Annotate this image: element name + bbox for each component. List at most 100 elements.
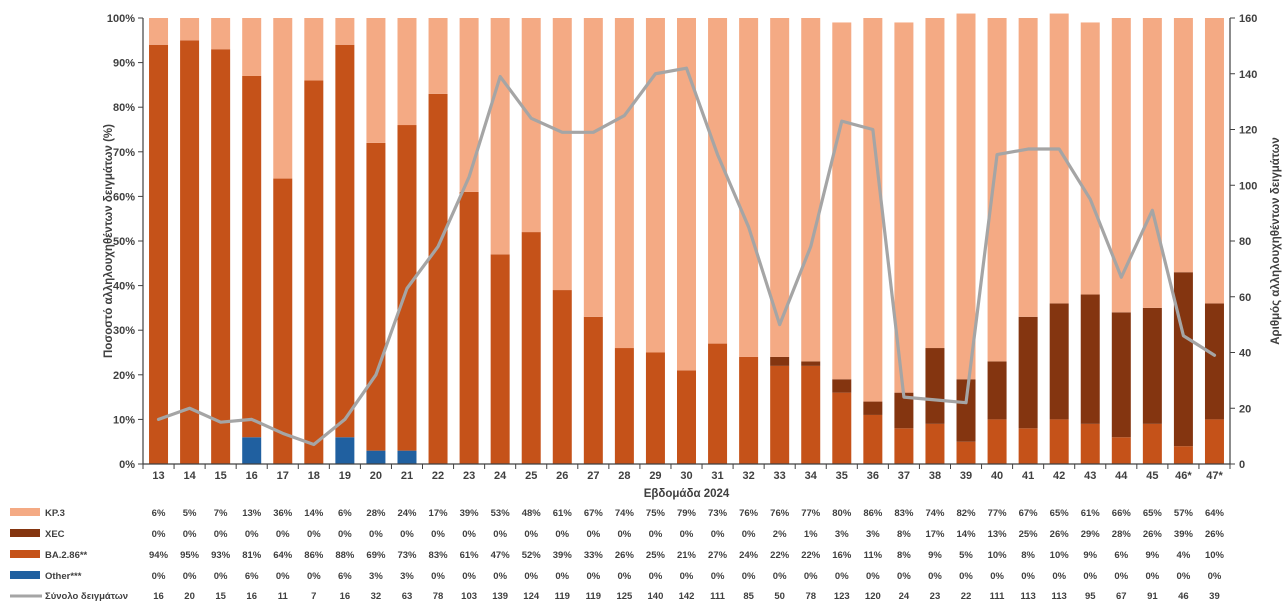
table-cell: 125 [616, 591, 633, 602]
x-tick-label: 30 [680, 470, 692, 482]
table-cell: 10% [1205, 550, 1225, 561]
table-cell: 119 [586, 591, 601, 602]
bar-ba286 [863, 414, 883, 464]
table-cell: 22 [961, 591, 972, 602]
table-cell: 74% [925, 508, 945, 519]
x-tick-label: 39 [960, 470, 972, 482]
bar-ba286 [490, 254, 510, 464]
bar-kp3 [832, 22, 852, 380]
bar-xec [832, 379, 852, 393]
x-tick-label: 32 [742, 470, 754, 482]
bar-xec [770, 356, 790, 366]
table-cell: 0% [369, 529, 383, 540]
table-cell: 32 [371, 591, 382, 602]
x-tick-label: 29 [649, 470, 661, 482]
table-cell: 0% [1208, 571, 1222, 582]
table-cell: 0% [307, 571, 321, 582]
table-cell: 0% [183, 571, 197, 582]
bar-ba286 [1142, 423, 1162, 464]
bar-ba286 [1204, 419, 1224, 464]
table-cell: 0% [742, 529, 756, 540]
table-cell: 5% [959, 550, 973, 561]
bar-ba286 [304, 80, 324, 464]
table-cell: 0% [897, 571, 911, 582]
table-cell: 27% [708, 550, 728, 561]
bar-ba286 [552, 290, 572, 464]
table-cell: 17% [429, 508, 449, 519]
table-cell: 6% [152, 508, 166, 519]
bar-ba286 [770, 365, 790, 464]
y2-axis-ticks: 0 20 40 60 80 100 120 140 160 [1230, 13, 1257, 471]
bar-kp3 [552, 18, 572, 291]
table-cell: 0% [1052, 571, 1066, 582]
bar-ba286 [987, 419, 1007, 464]
bar-kp3 [1173, 18, 1193, 273]
table-cell: 13% [988, 529, 1008, 540]
table-cell: 39% [1174, 529, 1194, 540]
bar-kp3 [180, 18, 200, 41]
x-tick-label: 46* [1175, 470, 1192, 482]
table-cell: 9% [1145, 550, 1159, 561]
table-cell: 0% [649, 571, 663, 582]
table-cell: 95 [1085, 591, 1096, 602]
x-tick-label: 19 [339, 470, 351, 482]
y-axis-ticks: 0% 10% 20% 30% 40% 50% 60% 70% 80% 90% 100% [107, 13, 143, 471]
table-cell: 0% [773, 571, 787, 582]
table-cell: 0% [928, 571, 942, 582]
table-cell: 16% [832, 550, 852, 561]
bar-other [242, 437, 262, 464]
table-cell: 0% [742, 571, 756, 582]
table-cell: 24 [899, 591, 910, 602]
table-cell: 7% [214, 508, 228, 519]
table-cell: 16 [153, 591, 164, 602]
table-cell: 65% [1143, 508, 1163, 519]
table-cell: 1% [804, 529, 818, 540]
table-cell: 8% [1021, 550, 1035, 561]
bar-ba286 [366, 142, 386, 451]
table-cell: 0% [618, 529, 632, 540]
table-cell: 67 [1116, 591, 1127, 602]
bar-ba286 [708, 343, 728, 464]
y-tick-label: 20% [113, 370, 135, 382]
table-cell: 67% [1019, 508, 1039, 519]
table-cell: 0% [1145, 571, 1159, 582]
table-cell: 83% [894, 508, 914, 519]
y-tick-label: 40% [113, 281, 135, 293]
y-tick-label: 30% [113, 325, 135, 337]
table-cell: 61% [1081, 508, 1101, 519]
y2-tick-label: 40 [1239, 348, 1251, 360]
table-cell: 0% [524, 571, 538, 582]
table-cell: 33% [584, 550, 604, 561]
x-tick-label: 22 [432, 470, 444, 482]
x-tick-label: 28 [618, 470, 630, 482]
table-cell: 77% [801, 508, 821, 519]
bar-kp3 [1080, 22, 1100, 295]
table-cell: 78 [433, 591, 444, 602]
table-cell: 9% [928, 550, 942, 561]
bar-ba286 [242, 75, 262, 438]
total-samples-polyline [156, 66, 1217, 447]
y-tick-label: 80% [113, 102, 135, 114]
table-cell: 61% [460, 550, 480, 561]
bar-kp3 [397, 18, 417, 126]
table-cell: 94% [149, 550, 169, 561]
table-cell: 26% [1205, 529, 1225, 540]
table-cell: 26% [615, 550, 635, 561]
table-cell: 39% [553, 550, 573, 561]
bar-xec [925, 348, 945, 424]
y-axis-title: Ποσοστό αλληλουχηθέντων δειγμάτων (%) [103, 124, 115, 358]
x-tick-label: 20 [370, 470, 382, 482]
x-tick-label: 24 [494, 470, 507, 482]
x-tick-label: 47* [1206, 470, 1223, 482]
table-cell: 76% [739, 508, 759, 519]
x-tick-label: 36 [867, 470, 879, 482]
x-tick-label: 31 [711, 470, 723, 482]
table-cell: 73% [397, 550, 417, 561]
table-cell: 79% [677, 508, 697, 519]
table-cell: 0% [618, 571, 632, 582]
table-cell: 140 [648, 591, 664, 602]
table-cell: 47% [491, 550, 511, 561]
bar-kp3 [304, 18, 324, 81]
x-tick-label: 25 [525, 470, 537, 482]
